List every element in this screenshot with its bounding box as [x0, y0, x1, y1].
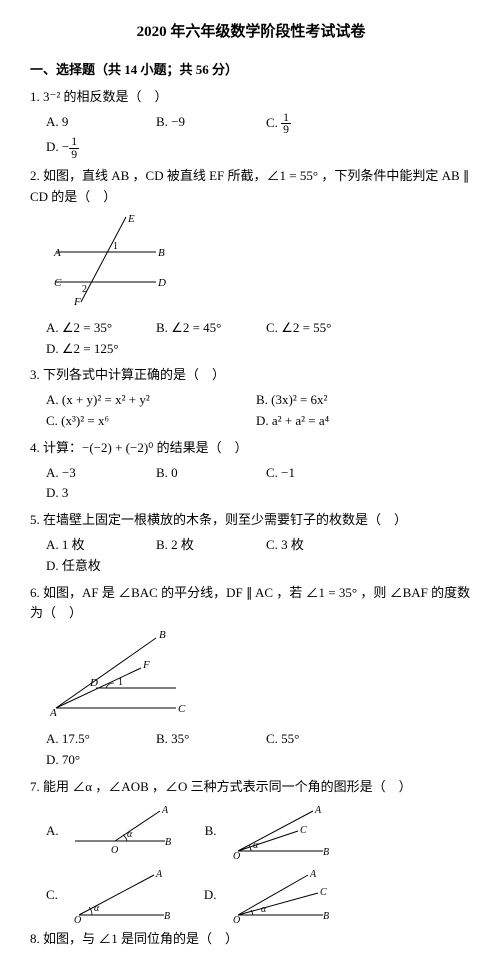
- q6-opt-A: A. 17.5°: [46, 729, 146, 750]
- q3-opt-C: C. (x³)² = x⁶: [46, 411, 246, 432]
- svg-text:O: O: [74, 915, 81, 925]
- q2-label-A: A: [53, 247, 61, 259]
- q4-opt-A: A. −3: [46, 463, 146, 484]
- q8-stem: 8. 如图，与 ∠1 是同位角的是（ ）: [30, 929, 472, 950]
- q4-options: A. −3 B. 0 C. −1 D. 3: [46, 463, 472, 505]
- q5-opt-B: B. 2 枚: [156, 535, 256, 556]
- q6-options: A. 17.5° B. 35° C. 55° D. 70°: [46, 729, 472, 771]
- q4-opt-B: B. 0: [156, 463, 256, 484]
- q4-opt-D: D. 3: [46, 483, 146, 504]
- q2-opt-D: D. ∠2 = 125°: [46, 339, 146, 360]
- svg-text:1: 1: [118, 677, 123, 688]
- page-title: 2020 年六年级数学阶段性考试试卷: [30, 20, 472, 44]
- svg-text:A: A: [309, 869, 317, 880]
- q1-C-prefix: C.: [266, 115, 281, 130]
- svg-text:C: C: [300, 825, 307, 836]
- q2-figure: A B C D E F 1 2: [46, 212, 472, 314]
- q7-fig-D: D. A O B C α: [204, 865, 333, 925]
- svg-text:F: F: [142, 659, 150, 671]
- q1-opt-C: C. 19: [266, 112, 366, 136]
- q2-label-B: B: [158, 247, 165, 259]
- svg-text:B: B: [159, 629, 166, 641]
- svg-text:B: B: [323, 911, 329, 922]
- q2-options: A. ∠2 = 35° B. ∠2 = 45° C. ∠2 = 55° D. ∠…: [46, 318, 472, 360]
- q7-fig-A: A. A O B α: [46, 801, 175, 861]
- q2-opt-A: A. ∠2 = 35°: [46, 318, 146, 339]
- q2-label-F: F: [73, 296, 81, 307]
- svg-text:α: α: [253, 840, 259, 851]
- q6-opt-B: B. 35°: [156, 729, 256, 750]
- q2-label-1: 1: [113, 241, 118, 252]
- q6-opt-C: C. 55°: [266, 729, 366, 750]
- q2-label-D: D: [157, 277, 166, 289]
- svg-text:A: A: [155, 869, 163, 880]
- svg-text:O: O: [233, 915, 240, 925]
- svg-text:B: B: [164, 911, 170, 922]
- q3-options: A. (x + y)² = x² + y² B. (3x)² = 6x² C. …: [46, 390, 472, 432]
- section-heading: 一、选择题（共 14 小题；共 56 分）: [30, 60, 472, 81]
- svg-text:C: C: [320, 887, 327, 898]
- q6-figure: A B C D F 1: [46, 628, 472, 725]
- q7-fig-C: C. A O B α: [46, 865, 174, 925]
- svg-text:α: α: [127, 829, 133, 840]
- q3-stem: 3. 下列各式中计算正确的是（ ）: [30, 365, 472, 386]
- q3-opt-B: B. (3x)² = 6x²: [256, 390, 436, 411]
- q1-stem: 1. 3⁻² 的相反数是（ ）: [30, 87, 472, 108]
- q1-options: A. 9 B. −9 C. 19 D. −19: [46, 112, 472, 161]
- q7-opt-C-label: C.: [46, 885, 58, 906]
- q4-stem: 4. 计算：−(−2) + (−2)⁰ 的结果是（ ）: [30, 438, 472, 459]
- q6-opt-D: D. 70°: [46, 750, 146, 771]
- q5-options: A. 1 枚 B. 2 枚 C. 3 枚 D. 任意枚: [46, 535, 472, 577]
- q7-opt-A-label: A.: [46, 821, 59, 842]
- svg-text:B: B: [165, 837, 171, 848]
- svg-text:A: A: [161, 805, 169, 816]
- q1-opt-B: B. −9: [156, 112, 256, 136]
- q7-stem: 7. 能用 ∠α ，∠AOB ，∠O 三种方式表示同一个角的图形是（ ）: [30, 777, 472, 798]
- q5-opt-C: C. 3 枚: [266, 535, 366, 556]
- q5-opt-A: A. 1 枚: [46, 535, 146, 556]
- svg-text:D: D: [89, 677, 98, 689]
- svg-text:α: α: [94, 903, 100, 914]
- svg-text:α: α: [261, 904, 267, 915]
- q7-row2: C. A O B α D. A O B C α: [46, 865, 472, 925]
- q1-D-prefix: D. −: [46, 139, 69, 154]
- svg-text:A: A: [49, 707, 57, 718]
- q7-row1: A. A O B α B. A O B C α: [46, 801, 472, 861]
- q2-label-2: 2: [82, 284, 87, 295]
- q7-fig-B: B. A O B C α: [205, 801, 333, 861]
- q2-stem: 2. 如图，直线 AB ，CD 被直线 EF 所截，∠1 = 55° ，下列条件…: [30, 166, 472, 208]
- q2-opt-C: C. ∠2 = 55°: [266, 318, 366, 339]
- svg-text:B: B: [323, 847, 329, 858]
- q5-stem: 5. 在墙壁上固定一根横放的木条，则至少需要钉子的枚数是（ ）: [30, 510, 472, 531]
- q2-label-E: E: [127, 213, 135, 225]
- q5-opt-D: D. 任意枚: [46, 556, 146, 577]
- svg-text:O: O: [111, 845, 118, 856]
- q3-opt-A: A. (x + y)² = x² + y²: [46, 390, 246, 411]
- q1-opt-A: A. 9: [46, 112, 146, 136]
- q4-opt-C: C. −1: [266, 463, 366, 484]
- svg-text:A: A: [314, 805, 322, 816]
- q7-opt-B-label: B.: [205, 821, 217, 842]
- q2-opt-B: B. ∠2 = 45°: [156, 318, 256, 339]
- q3-opt-D: D. a² + a² = a⁴: [256, 411, 436, 432]
- svg-text:C: C: [178, 703, 186, 715]
- q2-label-C: C: [54, 277, 62, 289]
- q1-opt-D: D. −19: [46, 136, 146, 160]
- q7-opt-D-label: D.: [204, 885, 217, 906]
- q6-stem: 6. 如图，AF 是 ∠BAC 的平分线，DF ∥ AC ，若 ∠1 = 35°…: [30, 583, 472, 625]
- svg-text:O: O: [233, 851, 240, 861]
